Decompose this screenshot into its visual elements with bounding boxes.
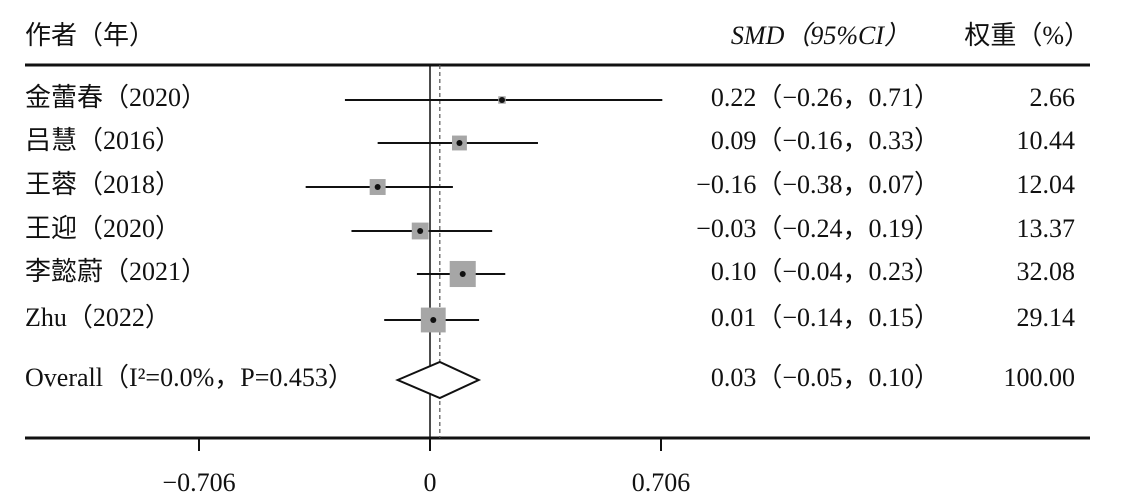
- x-tick-label: 0.706: [632, 468, 691, 497]
- study-label: 李懿蔚（2021）: [25, 257, 207, 286]
- point-estimate: [456, 140, 463, 146]
- study-label: 金蕾春（2020）: [25, 83, 207, 112]
- overall-weight-label: 100.00: [1004, 363, 1076, 392]
- effect-label: −0.03（−0.24，0.19）: [696, 214, 940, 243]
- effect-label: 0.09（−0.16，0.33）: [711, 126, 940, 155]
- effect-label: −0.16（−0.38，0.07）: [696, 170, 940, 199]
- header-effect: SMD（95%CI）: [731, 21, 910, 50]
- weight-label: 32.08: [1017, 257, 1076, 286]
- x-tick-label: 0: [424, 468, 437, 497]
- effect-label: 0.22（−0.26，0.71）: [711, 83, 940, 112]
- overall-label: Overall（I²=0.0%，P=0.453）: [25, 363, 354, 392]
- study-label: 王迎（2020）: [25, 214, 181, 243]
- point-estimate: [459, 271, 466, 277]
- weight-label: 13.37: [1017, 214, 1076, 243]
- effect-label: 0.10（−0.04，0.23）: [711, 257, 940, 286]
- study-label: 吕慧（2016）: [25, 126, 181, 155]
- study-label: 王蓉（2018）: [25, 170, 181, 199]
- overall-effect-label: 0.03（−0.05，0.10）: [711, 363, 940, 392]
- header-weight: 权重（%）: [964, 21, 1090, 50]
- point-estimate: [498, 97, 505, 103]
- header-study: 作者（年）: [25, 21, 155, 50]
- weight-label: 12.04: [1017, 170, 1076, 199]
- point-estimate: [430, 317, 437, 323]
- point-estimate: [417, 228, 424, 234]
- weight-label: 10.44: [1017, 126, 1076, 155]
- effect-label: 0.01（−0.14，0.15）: [711, 303, 940, 332]
- weight-label: 2.66: [1030, 83, 1076, 112]
- point-estimate: [374, 184, 381, 190]
- overall-diamond: [395, 360, 482, 400]
- x-tick-label: −0.706: [162, 468, 235, 497]
- weight-label: 29.14: [1017, 303, 1076, 332]
- study-label: Zhu（2022）: [25, 303, 171, 332]
